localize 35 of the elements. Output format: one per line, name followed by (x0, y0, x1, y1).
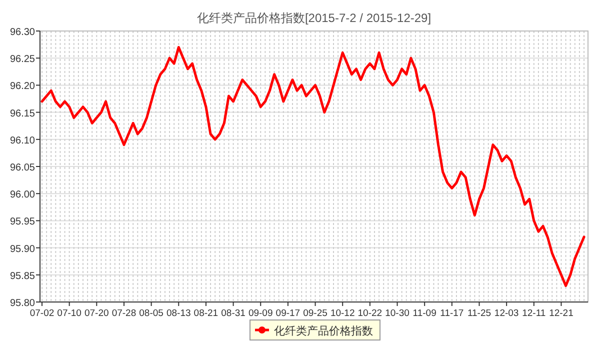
x-tick-label: 09-09 (248, 308, 273, 319)
x-tick-label: 08-21 (194, 308, 218, 319)
x-tick-label: 11-25 (467, 308, 492, 319)
x-tick-label: 10-30 (385, 308, 410, 319)
y-tick-label: 96.30 (10, 27, 36, 38)
y-tick-label: 96.20 (10, 81, 36, 92)
y-tick-label: 96.25 (10, 54, 36, 66)
x-tick-label: 10-12 (330, 308, 355, 319)
x-tick-label: 07-10 (57, 308, 82, 319)
x-tick-label: 12-11 (522, 308, 546, 319)
x-tick-label: 08-05 (139, 308, 164, 319)
line-series (40, 46, 586, 287)
x-tick-label: 09-17 (276, 308, 300, 319)
legend-label: 化纤类产品价格指数 (274, 324, 373, 338)
y-tick-label: 95.80 (10, 298, 36, 309)
x-tick-label: 12-21 (549, 308, 574, 319)
legend: 化纤类产品价格指数 (250, 320, 380, 340)
y-tick-label: 96.05 (10, 162, 36, 174)
x-tick-label: 10-22 (358, 308, 382, 319)
x-tick-label: 09-25 (303, 308, 328, 319)
y-tick-label: 96.10 (10, 135, 36, 146)
y-tick-label: 95.85 (10, 270, 36, 282)
y-tick-label: 96.00 (10, 190, 36, 201)
x-tick-label: 07-20 (84, 308, 109, 319)
chart-title: 化纤类产品价格指数[2015-7-2 / 2015-12-29] (196, 11, 432, 25)
x-tick-label: 11-17 (440, 308, 464, 319)
x-tick-label: 12-03 (494, 308, 519, 319)
y-tick-label: 95.90 (10, 244, 36, 255)
x-tick-label: 08-31 (221, 308, 246, 319)
x-tick-label: 08-13 (166, 308, 191, 319)
x-tick-label: 07-28 (112, 308, 136, 319)
y-tick-label: 96.15 (10, 108, 36, 120)
x-tick-label: 11-09 (412, 308, 436, 319)
y-tick-label: 95.95 (10, 216, 36, 228)
x-tick-label: 07-02 (30, 308, 54, 319)
